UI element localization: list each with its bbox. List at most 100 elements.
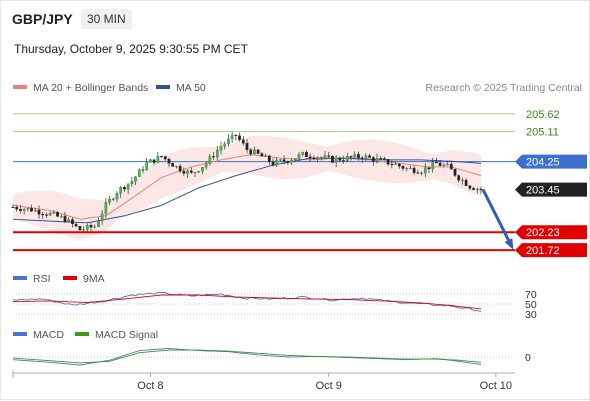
legend-swatch xyxy=(13,332,27,336)
legend-label: RSI xyxy=(33,273,51,285)
candle-body xyxy=(420,172,423,174)
candle-body xyxy=(342,160,345,162)
candle-body xyxy=(401,166,405,169)
candle-body xyxy=(312,157,316,160)
candle-body xyxy=(331,156,334,163)
legend-swatch xyxy=(75,332,89,336)
candle-body xyxy=(327,155,331,157)
candle-body xyxy=(45,214,48,216)
candle-body xyxy=(245,143,249,150)
macd-tick-label: 0 xyxy=(525,352,531,364)
candle-body xyxy=(334,157,338,163)
candle-body xyxy=(108,198,111,203)
credit-text: Research © 2025 Trading Central xyxy=(425,82,582,94)
candle-body xyxy=(305,151,308,157)
candle-body xyxy=(412,167,416,173)
candle-body xyxy=(152,159,156,163)
ma50-line xyxy=(12,157,482,224)
candle-body xyxy=(201,167,204,172)
candle-body xyxy=(405,168,409,170)
candle-body xyxy=(249,149,253,155)
candle-body xyxy=(338,157,342,161)
candle-body xyxy=(323,155,327,158)
macd-line xyxy=(12,348,482,366)
macd-panel: MACD MACD Signal 0 xyxy=(12,329,531,366)
candle-body xyxy=(89,225,93,228)
candle-body xyxy=(427,167,431,170)
candle-body xyxy=(293,158,297,161)
candle-body xyxy=(219,146,223,151)
legend-swatch xyxy=(63,276,77,280)
chart-datetime: Thursday, October 9, 2025 9:30:55 PM CET xyxy=(14,42,248,56)
candle-body xyxy=(319,157,323,159)
forecast-arrow-line xyxy=(481,188,514,248)
candle-body xyxy=(438,162,442,166)
candle-body xyxy=(375,158,379,162)
candle-body xyxy=(22,208,26,211)
candle-body xyxy=(215,150,219,158)
candle-body xyxy=(85,225,89,230)
level-tag-support xyxy=(515,243,587,258)
level-tag-last xyxy=(515,182,587,197)
candle-body xyxy=(123,187,126,190)
candle-body xyxy=(100,213,104,222)
candle-body xyxy=(234,134,238,136)
legend-label: MA 20 + Bollinger Bands xyxy=(33,82,148,94)
candle-body xyxy=(160,155,163,158)
candle-body xyxy=(167,158,171,164)
candle-body xyxy=(186,170,189,174)
candle-body xyxy=(52,212,56,214)
candle-body xyxy=(238,135,241,140)
candle-body xyxy=(383,158,386,160)
candle-body xyxy=(115,192,119,200)
candle-body xyxy=(468,185,472,189)
candle-body xyxy=(464,179,468,186)
candle-body xyxy=(353,154,357,158)
candle-body xyxy=(423,167,427,174)
legend-swatch xyxy=(13,276,27,280)
candle-body xyxy=(241,139,245,144)
candle-body xyxy=(71,219,74,225)
candle-body xyxy=(345,156,349,161)
candle-body xyxy=(193,171,197,174)
legend-label: MACD xyxy=(33,329,64,341)
candle-body xyxy=(74,223,78,227)
candle-body xyxy=(316,157,319,160)
candle-body xyxy=(256,149,260,154)
candle-body xyxy=(453,169,457,176)
candle-body xyxy=(149,159,152,163)
candle-body xyxy=(111,198,115,200)
candle-body xyxy=(301,151,305,155)
candle-body xyxy=(163,156,167,160)
candle-body xyxy=(63,216,67,223)
candle-body xyxy=(104,202,108,214)
price-legend: MA 20 + Bollinger Bands MA 50 xyxy=(13,82,206,94)
candle-body xyxy=(397,163,401,167)
candle-body xyxy=(171,163,175,167)
candle-body xyxy=(386,159,390,165)
rsi-tick-label: 50 xyxy=(525,299,537,311)
symbol-title: GBP/JPY xyxy=(12,11,73,27)
candle-body xyxy=(97,220,100,227)
candle-body xyxy=(178,165,182,172)
timeframe-button[interactable]: 30 MIN xyxy=(81,9,132,29)
candle-body xyxy=(223,143,227,147)
candle-body xyxy=(409,167,412,170)
candle-body xyxy=(137,169,141,177)
price-panel: 205.62 205.11 204.25 203.45 202.23 201.72 xyxy=(11,109,587,258)
candle-body xyxy=(212,156,215,158)
level-label-resistance: 205.62 xyxy=(526,109,560,121)
legend-swatch xyxy=(13,85,27,89)
candle-body xyxy=(449,163,453,170)
candle-body xyxy=(290,160,293,163)
candle-body xyxy=(357,154,360,159)
candle-body xyxy=(134,176,137,182)
candle-body xyxy=(360,157,364,159)
candle-body xyxy=(442,164,446,166)
candle-body xyxy=(67,219,71,223)
candle-body xyxy=(56,212,59,217)
candle-body xyxy=(197,171,201,173)
candle-body xyxy=(368,155,371,158)
candle-body xyxy=(15,206,19,210)
